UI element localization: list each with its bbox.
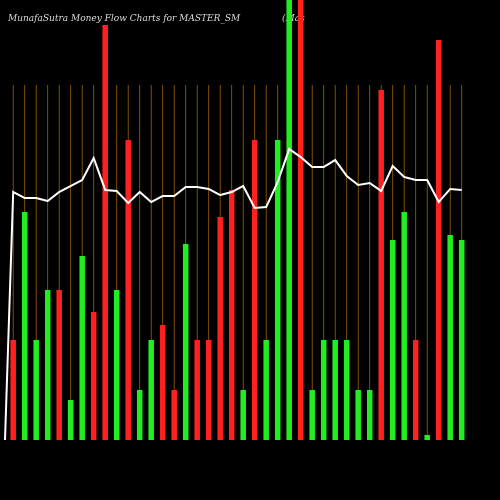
chart-title: MunafaSutra Money Flow Charts for MASTER… bbox=[7, 14, 241, 24]
bar bbox=[458, 240, 465, 440]
bar bbox=[44, 290, 51, 440]
bar bbox=[274, 140, 281, 440]
bar bbox=[297, 0, 304, 440]
bar bbox=[355, 390, 361, 440]
bar bbox=[251, 140, 258, 440]
bar bbox=[90, 312, 97, 440]
bar bbox=[401, 212, 407, 440]
chart-subtitle: (Mas bbox=[282, 13, 305, 24]
bar bbox=[366, 390, 373, 440]
bar bbox=[159, 325, 166, 440]
money-flow-line bbox=[4, 147, 462, 441]
bar bbox=[171, 390, 177, 440]
bar bbox=[263, 340, 269, 440]
bar bbox=[125, 140, 131, 440]
bar bbox=[113, 290, 120, 440]
bar bbox=[148, 340, 154, 440]
bar bbox=[21, 212, 28, 440]
bar bbox=[102, 25, 108, 440]
bar bbox=[424, 435, 430, 440]
bar bbox=[309, 390, 315, 440]
bar bbox=[205, 340, 212, 440]
bar bbox=[136, 390, 143, 440]
bar bbox=[67, 400, 74, 440]
bar bbox=[412, 340, 419, 440]
bar bbox=[182, 244, 189, 440]
bar bbox=[240, 390, 246, 440]
bar bbox=[286, 0, 292, 440]
bar bbox=[389, 240, 396, 440]
bar bbox=[435, 40, 442, 440]
bar bbox=[447, 235, 453, 440]
bar bbox=[56, 290, 62, 440]
bar bbox=[194, 340, 200, 440]
bar bbox=[378, 90, 384, 440]
bar bbox=[332, 340, 338, 440]
bar bbox=[33, 340, 39, 440]
bar bbox=[320, 340, 327, 440]
bar bbox=[228, 190, 235, 440]
bar bbox=[217, 217, 223, 440]
bar bbox=[343, 340, 350, 440]
bar bbox=[79, 256, 85, 440]
bar bbox=[10, 340, 16, 440]
